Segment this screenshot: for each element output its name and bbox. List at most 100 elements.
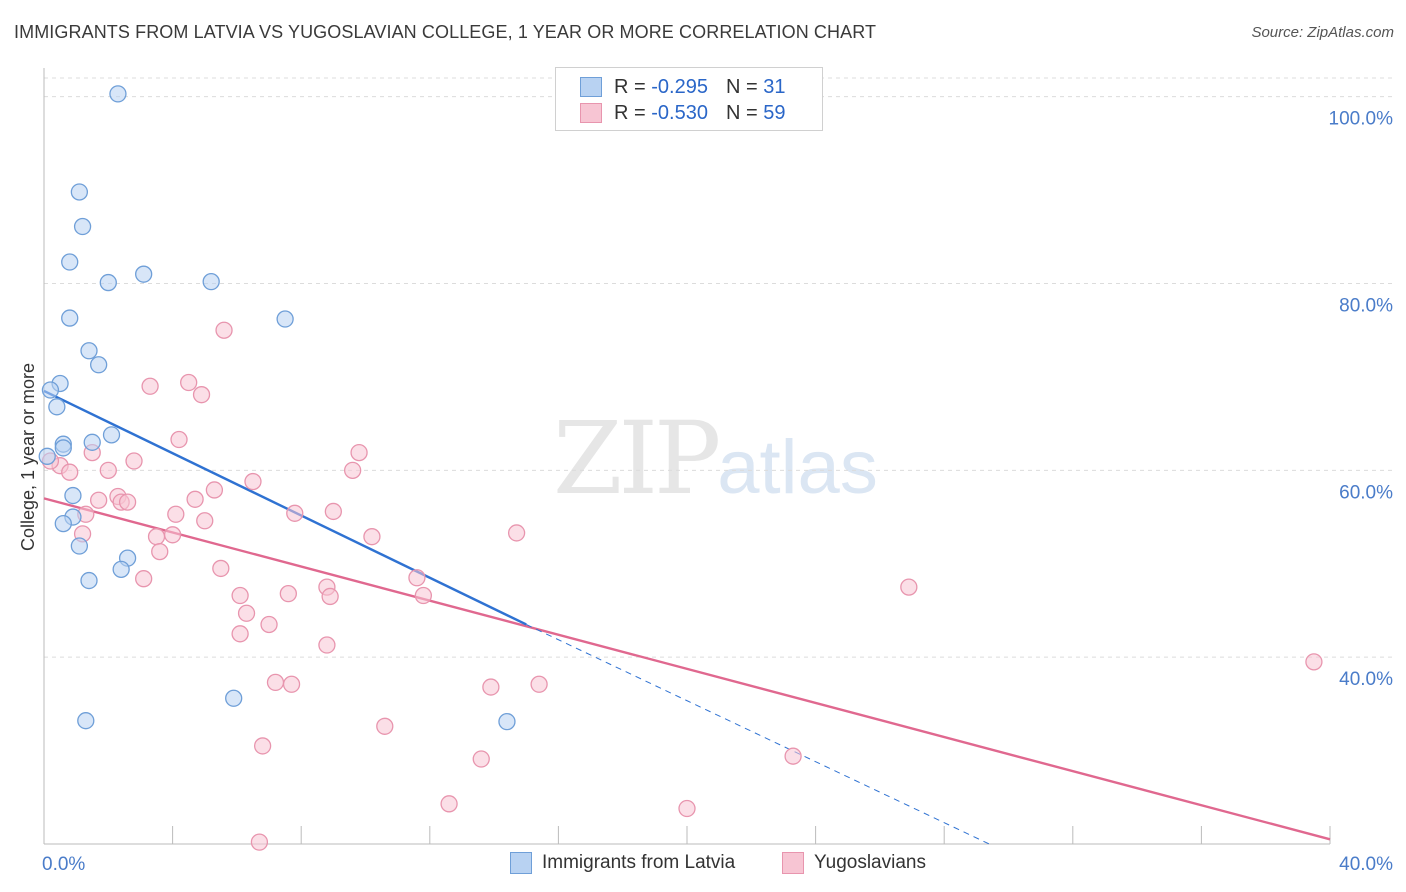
point-latvia xyxy=(54,514,72,533)
data-points xyxy=(38,85,1323,851)
point-yugoslavian xyxy=(286,504,304,522)
point-yugoslavian xyxy=(260,615,278,634)
trend-line-latvia-extrapolated xyxy=(526,624,990,845)
legend-r-value: -0.530 xyxy=(651,101,708,124)
point-yugoslavian xyxy=(61,463,79,481)
point-yugoslavian xyxy=(279,584,297,603)
point-yugoslavian xyxy=(167,505,185,523)
point-yugoslavian xyxy=(350,443,368,462)
point-latvia xyxy=(80,571,98,590)
grid-lines xyxy=(44,77,1392,658)
point-latvia xyxy=(102,426,121,444)
point-yugoslavian xyxy=(212,559,230,578)
legend-swatch-pink xyxy=(782,852,804,874)
point-yugoslavian xyxy=(186,490,204,508)
tick-labels: 40.0% 60.0% 80.0% 100.0% 0.0% 40.0% xyxy=(42,109,1393,875)
point-latvia xyxy=(54,439,72,457)
legend-n-value: 59 xyxy=(763,101,786,124)
point-yugoslavian xyxy=(507,524,526,542)
point-latvia xyxy=(99,273,117,292)
trend-line-yugoslavians xyxy=(43,497,1331,841)
legend-swatch-pink xyxy=(580,103,602,123)
point-yugoslavian xyxy=(408,569,426,587)
point-yugoslavian xyxy=(440,795,458,813)
point-yugoslavian xyxy=(118,493,137,511)
point-yugoslavian xyxy=(472,750,490,768)
point-yugoslavian xyxy=(231,586,249,605)
trend-line-latvia xyxy=(43,389,527,626)
point-yugoslavian xyxy=(376,717,394,735)
point-latvia xyxy=(70,537,89,555)
point-latvia xyxy=(73,217,92,236)
y-tick-label: 100.0% xyxy=(1329,109,1394,130)
watermark-atlas: atlas xyxy=(717,425,878,510)
legend-r-label: R = xyxy=(614,101,646,124)
point-latvia xyxy=(70,183,89,201)
legend-label-yugoslavians: Yugoslavians xyxy=(814,852,926,873)
point-yugoslavian xyxy=(253,737,272,755)
point-latvia xyxy=(61,253,79,271)
point-yugoslavian xyxy=(151,542,169,561)
legend-item-yugoslavians: Yugoslavians xyxy=(782,852,926,874)
point-yugoslavian xyxy=(141,377,159,395)
point-yugoslavian xyxy=(678,799,696,818)
point-latvia xyxy=(80,342,98,360)
legend-label-latvia: Immigrants from Latvia xyxy=(542,852,736,873)
legend-n-value: 31 xyxy=(763,75,786,98)
watermark: ZIPatlas xyxy=(553,400,878,517)
point-latvia xyxy=(498,712,516,731)
point-yugoslavian xyxy=(205,481,224,499)
point-yugoslavian xyxy=(180,373,198,392)
point-latvia xyxy=(90,356,108,374)
y-tick-label: 40.0% xyxy=(1339,669,1393,690)
legend-r-label: R = xyxy=(614,75,646,98)
point-yugoslavian xyxy=(784,747,802,765)
trend-lines xyxy=(43,389,1331,845)
point-yugoslavian xyxy=(250,833,269,851)
point-yugoslavian xyxy=(90,491,108,509)
point-yugoslavian xyxy=(135,570,153,588)
point-yugoslavian xyxy=(215,321,233,339)
point-latvia xyxy=(64,486,82,505)
point-latvia xyxy=(41,381,60,399)
x-tick-label: 0.0% xyxy=(42,854,85,875)
point-latvia xyxy=(135,265,153,283)
point-yugoslavian xyxy=(231,625,249,643)
stats-legend: R = -0.295 N = 31 R = -0.530 N = 59 xyxy=(555,67,823,131)
point-latvia xyxy=(109,85,127,103)
point-yugoslavian xyxy=(321,587,339,606)
legend-n-label: N = xyxy=(725,101,758,124)
point-yugoslavian xyxy=(147,528,166,546)
point-latvia xyxy=(112,560,130,579)
point-latvia xyxy=(202,272,220,291)
point-yugoslavian xyxy=(196,512,214,530)
legend-swatch-blue xyxy=(510,852,532,874)
point-yugoslavian xyxy=(318,636,336,654)
legend-row-latvia: R = -0.295 N = 31 xyxy=(580,75,785,99)
point-yugoslavian xyxy=(192,386,211,404)
legend-item-latvia: Immigrants from Latvia xyxy=(510,852,735,874)
y-tick-label: 80.0% xyxy=(1339,296,1393,317)
point-yugoslavian xyxy=(125,452,143,470)
point-yugoslavian xyxy=(900,578,918,596)
point-latvia xyxy=(61,309,79,327)
point-yugoslavian xyxy=(163,526,182,544)
point-yugoslavian xyxy=(244,472,262,491)
point-yugoslavian xyxy=(1305,653,1323,671)
point-yugoslavian xyxy=(530,675,548,693)
axes xyxy=(43,68,1331,845)
point-yugoslavian xyxy=(282,675,301,693)
point-yugoslavian xyxy=(99,461,117,479)
point-yugoslavian xyxy=(363,528,381,546)
point-yugoslavian xyxy=(414,586,433,605)
point-latvia xyxy=(225,689,243,707)
point-latvia xyxy=(276,310,294,328)
x-tick-label: 40.0% xyxy=(1339,854,1393,875)
point-yugoslavian xyxy=(482,678,500,696)
point-yugoslavian xyxy=(170,430,188,449)
legend-n-label: N = xyxy=(725,75,758,98)
watermark-zip: ZIP xyxy=(553,400,721,517)
point-latvia xyxy=(48,398,66,416)
point-yugoslavian xyxy=(324,502,343,521)
